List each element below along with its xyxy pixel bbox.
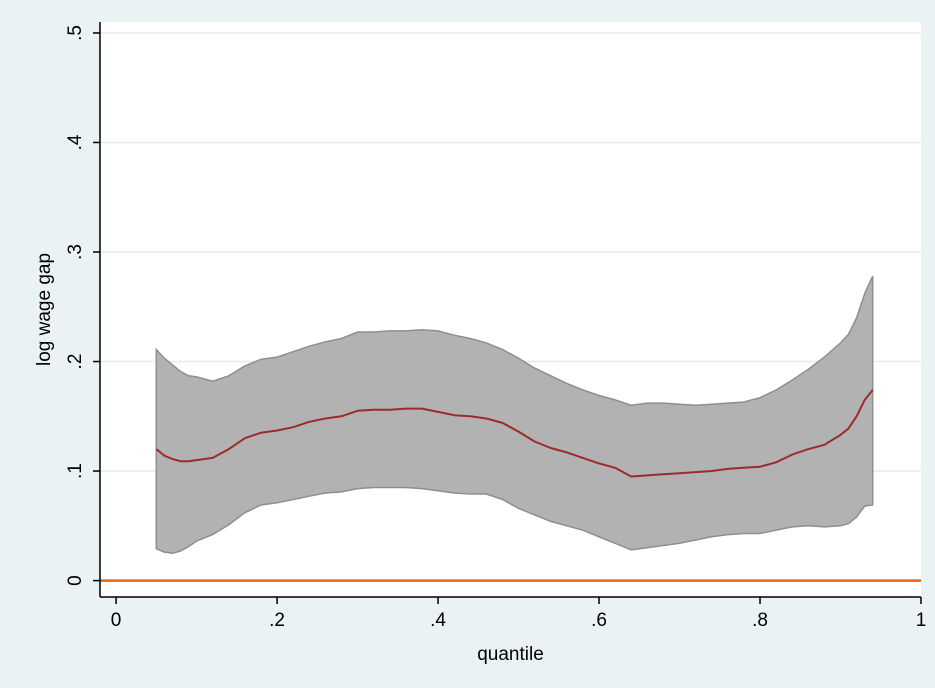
x-tick-label-1: .2	[269, 610, 285, 631]
x-tick-label-2: .4	[430, 610, 446, 631]
y-tick-label-0: 0	[65, 575, 86, 586]
confidence-band	[155, 275, 874, 554]
x-tick-label-3: .6	[591, 610, 607, 631]
y-tick-label-3: .3	[65, 244, 86, 260]
x-axis-title: quantile	[477, 644, 544, 665]
estimate-line	[155, 389, 874, 478]
y-tick-label-2: .2	[65, 354, 86, 370]
series-layer	[100, 275, 921, 582]
x-tick-label-4: .8	[752, 610, 768, 631]
x-tick-label-0: 0	[111, 610, 122, 631]
y-tick-label-5: .5	[65, 25, 86, 41]
y-tick-label-4: .4	[65, 134, 86, 150]
axes: 0 .2 .4 .6 .8 1 0 .1 .2 .3 .4 .5	[65, 22, 926, 631]
y-axis-title: log wage gap	[34, 253, 55, 366]
y-tick-label-1: .1	[65, 463, 86, 479]
x-tick-label-5: 1	[916, 610, 927, 631]
